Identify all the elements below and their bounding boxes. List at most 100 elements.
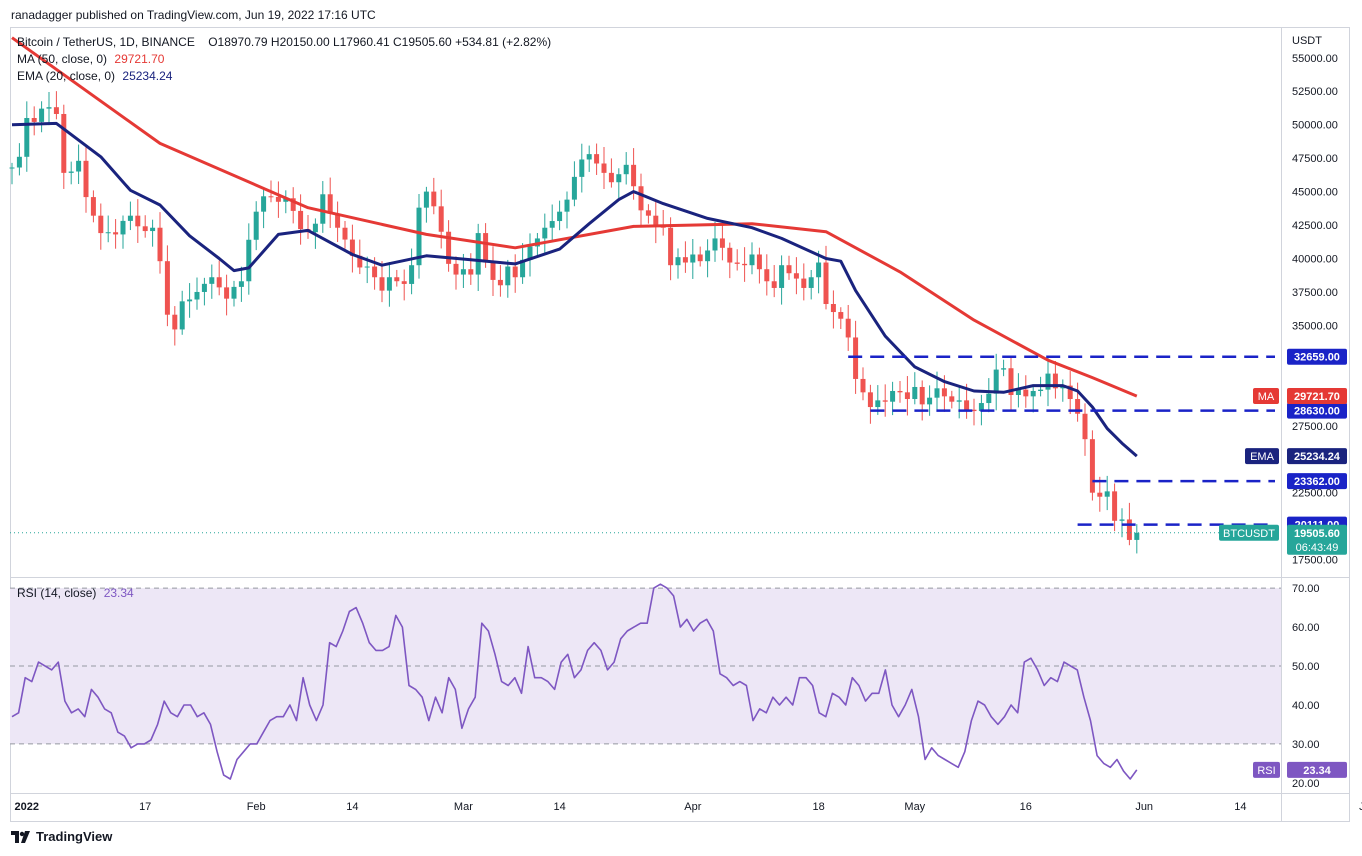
candle-up: [816, 262, 822, 278]
candle-down: [608, 172, 614, 183]
time-tick-label: 17: [139, 801, 151, 813]
candle-up: [1045, 373, 1051, 390]
price-badge-tag-label: BTCUSDT: [1223, 528, 1275, 540]
candle-up: [579, 159, 585, 177]
legend-ma-value: 29721.70: [114, 52, 165, 66]
candle-down: [897, 390, 903, 393]
candle-down: [793, 273, 799, 279]
candle-down: [438, 206, 444, 232]
candle-down: [61, 113, 67, 173]
price-tick-label: 50000.00: [1292, 120, 1338, 132]
legend-symbol[interactable]: Bitcoin / TetherUS, 1D, BINANCE: [17, 35, 195, 49]
legend-ema-row[interactable]: EMA (20, close, 0) 25234.24: [17, 69, 172, 83]
rsi-badge-tag-label: RSI: [1257, 765, 1275, 777]
candle-down: [697, 254, 703, 262]
price-badge: [1287, 524, 1347, 555]
candle-up: [1104, 491, 1110, 497]
legend-rsi-row[interactable]: RSI (14, close) 23.34: [17, 586, 134, 600]
candle-up: [912, 386, 918, 400]
candle-up: [978, 403, 984, 412]
price-badge-tag-label: MA: [1258, 391, 1275, 403]
level-badge-label: 32659.00: [1294, 352, 1340, 364]
candle-down: [349, 239, 355, 256]
candle-down: [379, 277, 385, 291]
candle-down: [786, 265, 792, 274]
time-tick-label: 16: [1020, 801, 1032, 813]
candle-down: [971, 409, 977, 412]
candle-down: [372, 266, 378, 278]
rsi-tick-label: 50.00: [1292, 661, 1320, 673]
candle-down: [431, 191, 437, 207]
candle-up: [261, 196, 267, 212]
candle-up: [24, 117, 30, 157]
candle-up: [705, 250, 711, 262]
candle-up: [105, 232, 111, 234]
candle-down: [224, 287, 230, 299]
time-tick-label: 14: [553, 801, 565, 813]
candle-up: [312, 223, 318, 233]
bar-countdown: 06:43:49: [1296, 542, 1339, 554]
candle-up: [1001, 368, 1007, 370]
candle-up: [586, 154, 592, 160]
candle-down: [1112, 491, 1118, 521]
price-tick-label: 52500.00: [1292, 86, 1338, 98]
candle-down: [941, 388, 947, 397]
price-tick-label: 27500.00: [1292, 421, 1338, 433]
candle-down: [327, 194, 333, 214]
candle-up: [927, 397, 933, 405]
candle-down: [682, 257, 688, 263]
price-badge-tag: [1219, 524, 1279, 541]
level-badge: [1287, 473, 1347, 490]
candle-down: [653, 215, 659, 227]
candle-up: [956, 400, 962, 402]
price-axis-unit: USDT: [1292, 35, 1322, 47]
legend-ma-row[interactable]: MA (50, close, 0) 29721.70: [17, 52, 164, 66]
candle-down: [845, 318, 851, 338]
price-badge-value: 19505.60: [1294, 528, 1340, 540]
candle-down: [801, 278, 807, 288]
candle-down: [483, 233, 489, 263]
rsi-tick-label: 40.00: [1292, 700, 1320, 712]
candle-down: [394, 277, 400, 282]
candle-down: [601, 163, 607, 173]
candle-down: [645, 210, 651, 216]
candle-down: [860, 378, 866, 393]
candle-up: [9, 167, 15, 169]
candle-up: [120, 220, 126, 235]
candle-down: [853, 337, 859, 379]
footer-brand: TradingView: [36, 829, 113, 844]
candle-up: [549, 221, 555, 228]
candle-down: [290, 198, 296, 211]
candle-up: [46, 107, 52, 109]
rsi-badge-tag: [1253, 761, 1280, 778]
candle-down: [357, 255, 363, 268]
candle-up: [409, 265, 415, 284]
legend-symbol-row: Bitcoin / TetherUS, 1D, BINANCE O18970.7…: [17, 35, 551, 49]
candle-down: [1082, 413, 1088, 440]
candle-up: [712, 238, 718, 251]
candle-down: [142, 226, 148, 232]
candle-down: [446, 231, 452, 264]
candle-up: [16, 156, 22, 168]
candle-down: [90, 197, 96, 216]
candle-down: [1023, 389, 1029, 397]
candle-up: [779, 265, 785, 288]
candle-down: [342, 227, 348, 240]
candle-down: [1089, 439, 1095, 493]
price-badge: [1287, 388, 1347, 405]
candle-up: [253, 211, 259, 240]
candle-up: [571, 176, 577, 200]
candle-down: [335, 213, 341, 228]
price-tick-label: 55000.00: [1292, 53, 1338, 65]
candle-down: [882, 400, 888, 402]
candle-down: [756, 254, 762, 270]
candle-up: [1015, 389, 1021, 396]
candle-down: [157, 227, 163, 262]
time-tick-label: Jun: [1135, 801, 1153, 813]
rsi-tick-label: 30.00: [1292, 739, 1320, 751]
candle-up: [39, 108, 45, 122]
tradingview-footer[interactable]: TradingView: [11, 829, 112, 844]
candle-down: [631, 164, 637, 187]
price-badge-tag: [1245, 448, 1279, 465]
